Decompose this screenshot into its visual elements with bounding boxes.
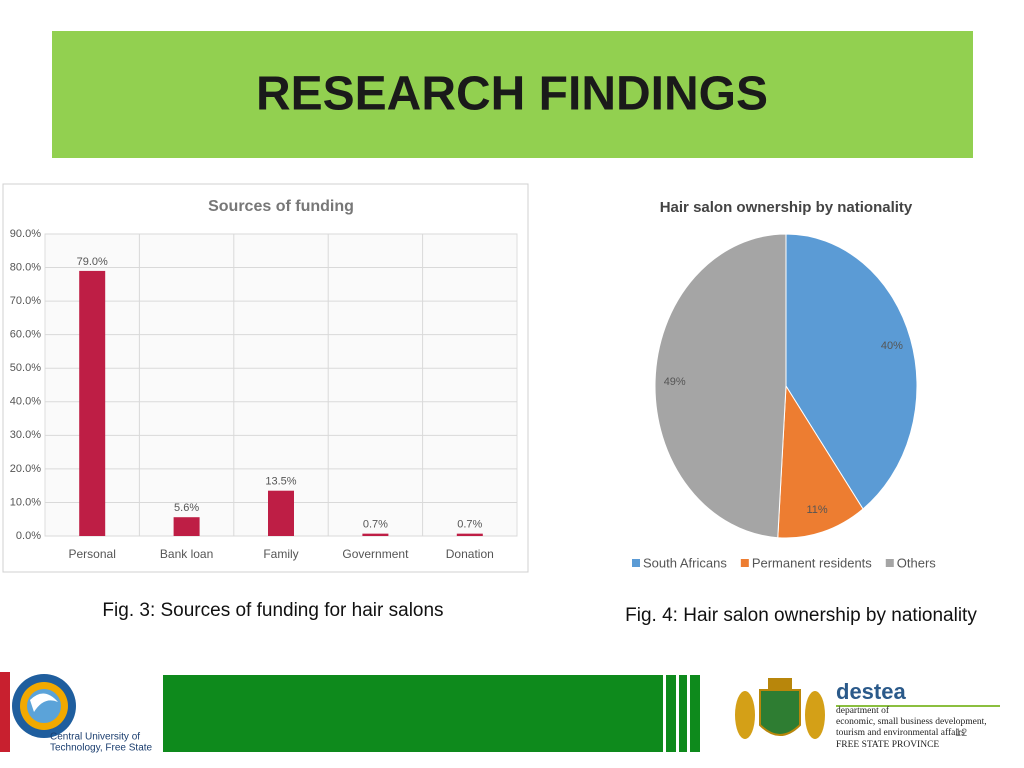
- bar: [362, 533, 389, 536]
- logo-text: Technology, Free State: [50, 743, 153, 754]
- x-tick-label: Personal: [69, 547, 116, 561]
- header-band: [52, 31, 973, 158]
- slide-title: RESEARCH FINDINGS: [256, 68, 768, 121]
- legend-label: South Africans: [643, 555, 727, 570]
- y-tick-label: 50.0%: [10, 362, 41, 374]
- value-label: 13.5%: [265, 476, 296, 488]
- bar: [456, 533, 483, 536]
- y-tick-label: 40.0%: [10, 396, 41, 408]
- y-tick-label: 90.0%: [10, 228, 41, 240]
- y-tick-label: 20.0%: [10, 463, 41, 475]
- page-number: 12: [955, 727, 967, 739]
- pie-slice: [785, 233, 918, 510]
- footer-stripe: [690, 675, 700, 752]
- logo-text: Central University of: [50, 732, 140, 743]
- legend-swatch: [885, 559, 894, 567]
- y-tick-label: 0.0%: [16, 530, 41, 542]
- logo-text: economic, small business development,: [836, 717, 987, 727]
- legend-label: Permanent residents: [752, 555, 872, 570]
- legend-swatch: [632, 559, 640, 567]
- pie-slice: [654, 233, 787, 539]
- caption: Fig. 3: Sources of funding for hair salo…: [102, 600, 443, 621]
- caption: Fig. 4: Hair salon ownership by national…: [625, 605, 977, 626]
- y-tick-label: 70.0%: [10, 295, 41, 307]
- cut-logo: [0, 672, 76, 752]
- pie-chart: Hair salon ownership by nationality 40% 11…: [632, 199, 936, 570]
- logo-text: department of: [836, 705, 890, 716]
- value-label: 0.7%: [363, 519, 388, 531]
- y-tick-label: 30.0%: [10, 429, 41, 441]
- logo-text: tourism and environmental affairs: [836, 727, 965, 738]
- y-tick-label: 10.0%: [10, 496, 41, 508]
- value-label: 79.0%: [77, 256, 108, 268]
- bar: [173, 517, 200, 536]
- pie-slice: [777, 384, 864, 539]
- value-label: 0.7%: [457, 519, 482, 531]
- footer-stripe: [666, 675, 676, 752]
- crest: [735, 678, 825, 739]
- chart-title: Hair salon ownership by nationality: [660, 199, 913, 216]
- x-tick-label: Government: [342, 547, 409, 561]
- legend-swatch: [740, 559, 749, 567]
- x-tick-label: Family: [263, 547, 298, 561]
- x-tick-label: Donation: [446, 547, 494, 561]
- y-tick-label: 60.0%: [10, 329, 41, 341]
- value-label: 49%: [664, 376, 686, 388]
- bar: [79, 270, 106, 536]
- y-tick-label: 80.0%: [10, 261, 41, 273]
- logo-name: destea: [836, 679, 906, 704]
- value-label: 11%: [806, 504, 827, 516]
- chart-title: Sources of funding: [208, 198, 354, 215]
- bar-chart: Sources of funding 0.0% 10.0% 20.0% 30.0% 40.…: [10, 198, 518, 561]
- logo-text: FREE STATE PROVINCE: [836, 740, 939, 750]
- footer-band: [163, 675, 663, 752]
- bar: [268, 490, 294, 536]
- value-label: 40%: [881, 340, 903, 352]
- legend-label: Others: [897, 555, 937, 570]
- x-tick-label: Bank loan: [160, 547, 213, 561]
- value-label: 5.6%: [174, 502, 199, 514]
- footer-stripe: [679, 675, 687, 752]
